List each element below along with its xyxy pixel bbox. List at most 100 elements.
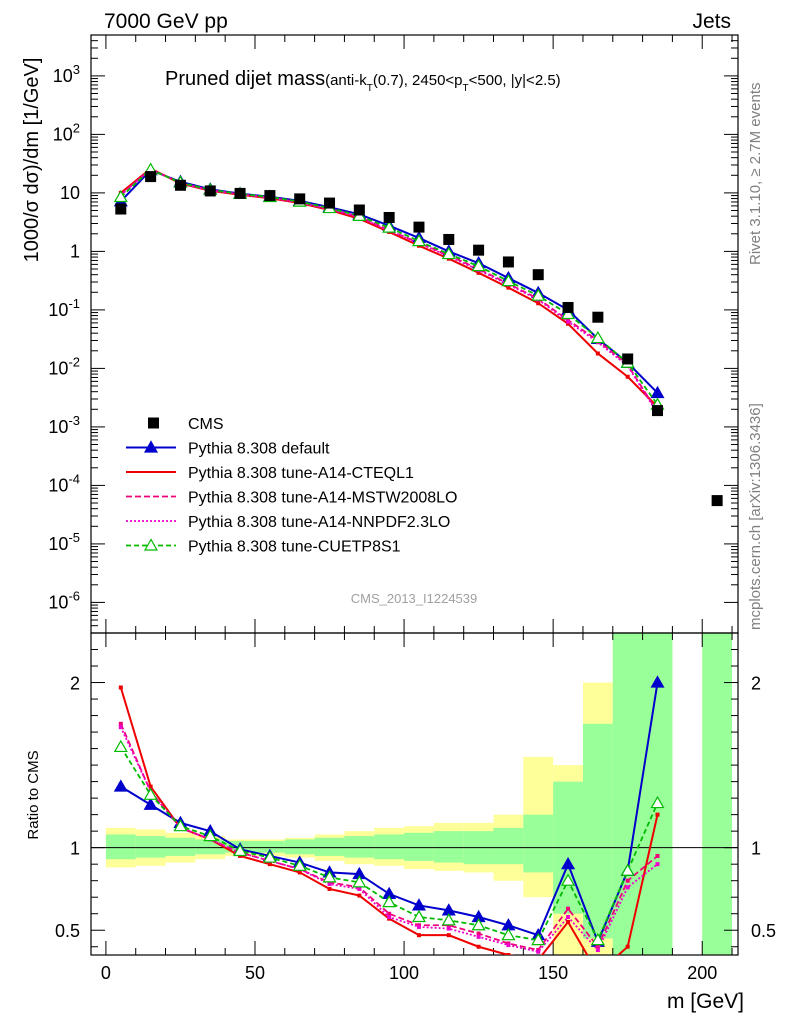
- ratio-series-point: [357, 886, 362, 891]
- ratio-series-point: [476, 931, 481, 936]
- band-stat-bin: [165, 837, 196, 856]
- y-tick-label: 1: [70, 241, 80, 261]
- ratio-series-point: [267, 862, 272, 867]
- y-tick-label: 10-3: [48, 413, 80, 437]
- cms-data-point: [174, 179, 186, 191]
- main-series-point: [506, 285, 511, 290]
- cms-data-point: [443, 233, 455, 245]
- band-stat-bin: [284, 839, 315, 855]
- ratio-series-point: [506, 943, 511, 948]
- main-series-point: [471, 258, 486, 272]
- main-series-point: [536, 301, 541, 306]
- cms-data-point: [353, 204, 365, 216]
- legend-label: Pythia 8.308 tune-A14-CTEQL1: [188, 465, 414, 482]
- ratio-series-point: [655, 853, 660, 858]
- band-stat-bin: [105, 834, 136, 860]
- cms-data-point: [264, 190, 276, 202]
- cms-data-point: [592, 311, 604, 323]
- ratio-series-point: [118, 725, 123, 730]
- legend-label: Pythia 8.308 tune-A14-MSTW2008LO: [188, 490, 457, 507]
- ratio-series-point: [625, 878, 630, 883]
- ratio-series-point: [595, 948, 600, 953]
- ratio-series-point: [203, 828, 218, 842]
- legend-marker: [143, 538, 159, 551]
- cms-data-point: [473, 244, 485, 256]
- y-tick-label: 10-5: [48, 530, 80, 554]
- legend-cms-label: CMS: [188, 416, 224, 433]
- band-stat-bin: [195, 839, 226, 855]
- main-series: [113, 162, 665, 416]
- ratio-series-point: [476, 934, 481, 939]
- band-stat-bin: [135, 836, 166, 858]
- ratio-series-point: [357, 893, 362, 898]
- ratio-series-point: [148, 784, 153, 789]
- ratio-series-point: [561, 856, 576, 870]
- band-stat-bin: [612, 633, 643, 955]
- ratio-series-point: [382, 894, 397, 908]
- x-tick-label: 100: [389, 963, 419, 983]
- x-tick-label: 50: [245, 963, 265, 983]
- band-stat-bin: [582, 723, 613, 939]
- main-series-line: [120, 167, 659, 408]
- ratio-y-axis-label: Ratio to CMS: [25, 750, 42, 839]
- cms-data-point: [234, 187, 246, 199]
- main-series-point: [531, 288, 546, 301]
- cms-data-point: [502, 256, 514, 268]
- ratio-series-point: [297, 870, 302, 875]
- cms-data-point: [532, 269, 544, 281]
- ratio-series-point: [143, 797, 158, 810]
- main-series-point: [411, 233, 427, 247]
- ratio-series-point: [411, 909, 427, 923]
- cms-data-point: [562, 301, 574, 313]
- main-series-point: [561, 306, 576, 320]
- band-stat-bin: [702, 633, 733, 955]
- ratio-series-point: [625, 944, 630, 949]
- ratio-series-point: [327, 886, 332, 891]
- main-series-point: [625, 374, 630, 379]
- main-series-point: [113, 189, 128, 203]
- main-series-point: [501, 273, 516, 287]
- cms-data-point: [324, 197, 336, 209]
- band-stat-bin: [433, 831, 464, 863]
- ratio-y-tick-label-right: 2: [751, 674, 761, 694]
- ratio-series: [113, 675, 665, 975]
- main-series-point: [476, 270, 481, 275]
- cms-data-point: [145, 171, 157, 183]
- ratio-series-point: [536, 949, 541, 954]
- ratio-series-point: [471, 918, 486, 931]
- ratio-axes: 0.5 0.5 1 1 2 2 0 50 100 150 200: [55, 633, 776, 983]
- ratio-series-point: [292, 858, 307, 871]
- ratio-series-point: [501, 927, 516, 941]
- y-tick-label: 10: [60, 183, 80, 203]
- ratio-series-point: [596, 971, 600, 975]
- header-category-label: Jets: [692, 10, 731, 33]
- cms-data-point: [413, 221, 425, 233]
- x-tick-label: 150: [538, 963, 568, 983]
- y-tick-label: 103: [53, 62, 80, 86]
- ratio-series-point: [620, 863, 635, 876]
- band-stat-bin: [374, 834, 405, 860]
- ratio-series-point: [416, 933, 421, 938]
- ratio-series-point: [118, 721, 123, 726]
- ratio-series-point: [566, 915, 571, 920]
- cms-data-point: [383, 211, 395, 223]
- chart-title-main: Pruned dijet mass: [165, 68, 325, 90]
- ratio-series-point: [113, 779, 128, 792]
- main-series-line: [120, 168, 659, 413]
- side-mcplots-label: mcplots.cern.ch [arXiv:1306.3436]: [747, 403, 764, 630]
- legend-label: Pythia 8.308 default: [188, 441, 330, 458]
- x-axis-label: m [GeV]: [667, 990, 744, 1013]
- band-stat-bin: [314, 837, 345, 856]
- ratio-series-point: [650, 675, 665, 688]
- ratio-series-point: [566, 906, 571, 911]
- cms-data-point: [115, 203, 127, 215]
- legend-cms-marker: [148, 417, 159, 429]
- main-series-line: [120, 168, 659, 394]
- ratio-series-point: [506, 953, 511, 955]
- ratio-series-point: [595, 944, 600, 949]
- ratio-series-point: [233, 843, 248, 857]
- ratio-series-point: [476, 944, 481, 949]
- main-y-axis-label: 1000/σ dσ)/dm [1/GeV]: [21, 58, 43, 263]
- y-tick-label: 10-1: [48, 296, 80, 320]
- ratio-series-point: [655, 812, 660, 817]
